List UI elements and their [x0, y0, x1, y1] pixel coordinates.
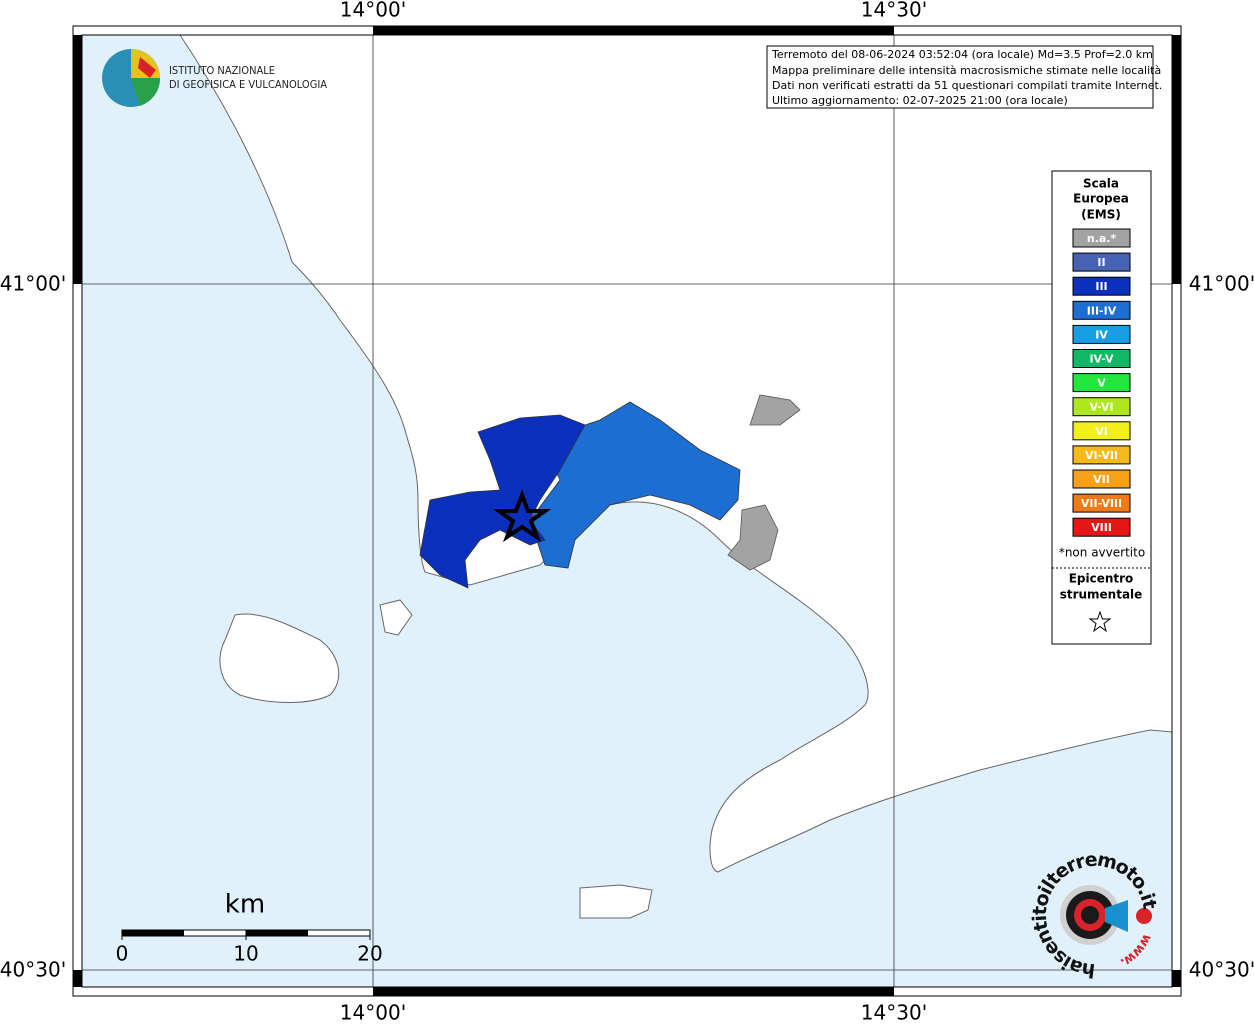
legend-swatch [1072, 421, 1131, 441]
legend-label: VI [1095, 425, 1108, 438]
scale-bar [121, 929, 371, 940]
capri [579, 884, 653, 919]
logo: ISTITUTO NAZIONALE DI GEOFISICA E VULCAN… [102, 49, 327, 107]
lat-label: 41°00' [1189, 272, 1254, 296]
intensity-region [727, 504, 779, 571]
epicenter-star [492, 489, 552, 543]
lat-label: 40°30' [0, 958, 66, 982]
legend-swatch [1072, 445, 1131, 465]
legend-note: *non avvertito [1059, 546, 1145, 560]
legend-epicenter: strumentale [1060, 588, 1143, 602]
intensity-region [529, 401, 741, 569]
legend-swatch [1072, 373, 1131, 393]
legend-label: V-VI [1089, 401, 1113, 414]
legend-swatch [1072, 517, 1131, 537]
info-line: Terremoto del 08-06-2024 03:52:04 (ora l… [771, 48, 1153, 61]
legend-label: VII-VIII [1081, 497, 1122, 510]
legend-swatch [1072, 397, 1131, 417]
legend-swatch [1072, 324, 1131, 344]
ischia [219, 613, 340, 703]
legend-classes: n.a.*IIIIIIII-IVIVIV-VVV-VIVIVI-VIIVIIVI… [1072, 228, 1131, 537]
scale-tick: 10 [233, 942, 258, 966]
legend-label: III-IV [1087, 304, 1117, 317]
intensity-region [419, 414, 586, 589]
legend-label: IV [1095, 328, 1108, 341]
lat-label: 40°30' [1189, 958, 1254, 982]
legend-swatch [1072, 276, 1131, 296]
info-line: Ultimo aggiornamento: 02-07-2025 21:00 (… [772, 94, 1068, 107]
lon-label: 14°30' [861, 0, 927, 22]
legend-title: (EMS) [1081, 208, 1121, 222]
legend-star [1088, 610, 1112, 633]
frame-ticks [73, 26, 1181, 996]
legend-label: n.a.* [1087, 232, 1117, 245]
logo-text: DI GEOFISICA E VULCANOLOGIA [169, 78, 327, 91]
intensity-region [749, 394, 801, 426]
legend-swatch [1072, 228, 1131, 248]
scale-tick: 20 [357, 942, 382, 966]
info-line: Dati non verificati estratti da 51 quest… [772, 79, 1162, 92]
logo-text: ISTITUTO NAZIONALE [169, 64, 275, 77]
legend-epicenter: Epicentro [1069, 572, 1134, 586]
scale-unit: km [225, 890, 265, 920]
legend-label: IV-V [1089, 353, 1114, 366]
lon-label: 14°00' [340, 1001, 406, 1024]
scale-tick: 0 [116, 942, 129, 966]
legend-label: VI-VII [1085, 449, 1118, 462]
lon-label: 14°30' [861, 1001, 927, 1024]
legend-swatch [1072, 493, 1131, 513]
legend-label: VIII [1091, 521, 1112, 534]
info-line: Mappa preliminare delle intensità macros… [772, 64, 1161, 77]
legend-title: Scala [1083, 177, 1119, 191]
legend-label: II [1097, 256, 1105, 269]
legend-label: VII [1093, 473, 1110, 486]
legend-label: V [1097, 377, 1106, 390]
lat-label: 41°00' [0, 272, 66, 296]
legend-box [1051, 170, 1152, 645]
legend-swatch [1072, 349, 1131, 368]
info-box [766, 45, 1154, 109]
legend-label: III [1095, 280, 1107, 293]
lon-label: 14°00' [340, 0, 406, 22]
legend-swatch [1072, 300, 1131, 320]
legend-title: Europea [1073, 192, 1129, 206]
legend-swatch [1072, 469, 1131, 489]
legend-swatch [1072, 252, 1131, 272]
procida [379, 599, 413, 636]
